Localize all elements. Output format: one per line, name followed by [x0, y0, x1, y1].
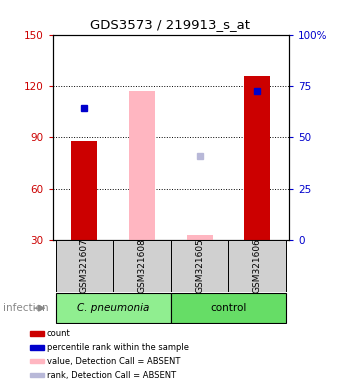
- Text: GDS3573 / 219913_s_at: GDS3573 / 219913_s_at: [90, 18, 250, 31]
- Text: GSM321606: GSM321606: [253, 238, 262, 293]
- Bar: [129, 91, 155, 240]
- Text: infection: infection: [3, 303, 49, 313]
- Bar: [30, 373, 44, 377]
- Bar: [113, 240, 171, 292]
- Bar: [71, 141, 97, 240]
- Bar: [187, 235, 212, 240]
- Bar: [30, 359, 44, 363]
- Text: value, Detection Call = ABSENT: value, Detection Call = ABSENT: [47, 357, 180, 366]
- Text: count: count: [47, 329, 70, 338]
- Bar: [244, 76, 270, 240]
- Text: GSM321605: GSM321605: [195, 238, 204, 293]
- Bar: [55, 240, 113, 292]
- Text: GSM321608: GSM321608: [138, 238, 147, 293]
- Bar: [30, 331, 44, 336]
- Bar: [171, 240, 228, 292]
- Text: percentile rank within the sample: percentile rank within the sample: [47, 343, 189, 352]
- Text: rank, Detection Call = ABSENT: rank, Detection Call = ABSENT: [47, 371, 176, 380]
- Text: GSM321607: GSM321607: [80, 238, 89, 293]
- Text: C. pneumonia: C. pneumonia: [77, 303, 149, 313]
- Bar: [228, 240, 286, 292]
- Text: control: control: [210, 303, 247, 313]
- Bar: [171, 293, 286, 323]
- Bar: [55, 293, 171, 323]
- Bar: [30, 345, 44, 349]
